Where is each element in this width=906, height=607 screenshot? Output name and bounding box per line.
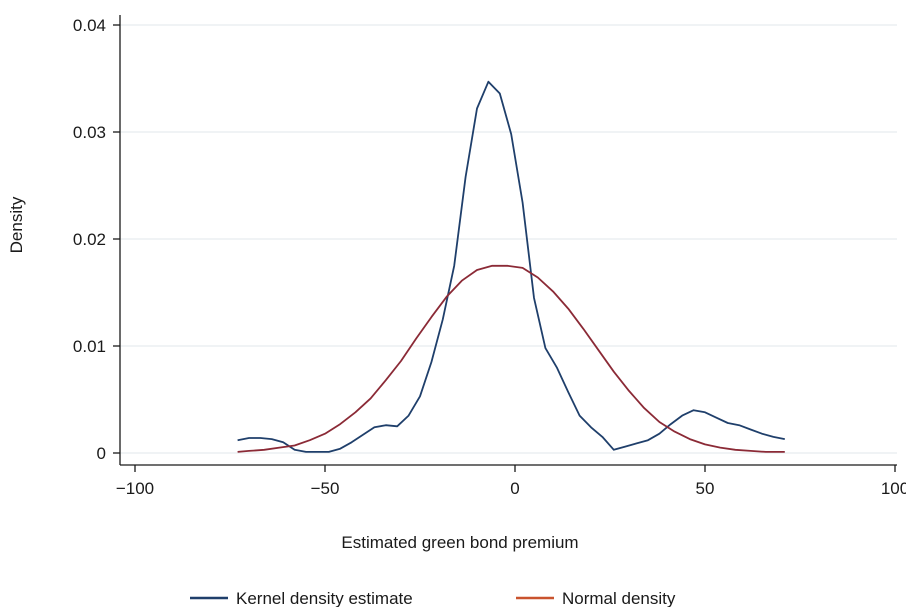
x-tick-label: −50: [311, 479, 340, 498]
y-tick-label: 0.03: [73, 123, 106, 142]
y-tick-label: 0.02: [73, 230, 106, 249]
y-axis-title: Density: [7, 196, 26, 253]
x-axis-title: Estimated green bond premium: [341, 533, 578, 552]
y-tick-label: 0: [97, 444, 106, 463]
x-tick-label: 100: [881, 479, 906, 498]
y-tick-label: 0.04: [73, 16, 106, 35]
y-axis-ticks: 0 0.01 0.02 0.03 0.04: [73, 16, 120, 463]
legend-label-kernel: Kernel density estimate: [236, 589, 413, 607]
kernel-density-line: [237, 80, 785, 453]
x-axis-ticks: −100 −50 0 50 100: [116, 465, 906, 498]
normal-density-line: [237, 264, 785, 453]
x-tick-label: 0: [510, 479, 519, 498]
legend: Kernel density estimate Normal density: [190, 589, 676, 607]
x-tick-label: −100: [116, 479, 154, 498]
y-tick-label: 0.01: [73, 337, 106, 356]
series-lines: [237, 80, 785, 453]
gridlines: [120, 24, 897, 454]
x-tick-label: 50: [696, 479, 715, 498]
legend-label-normal: Normal density: [562, 589, 676, 607]
